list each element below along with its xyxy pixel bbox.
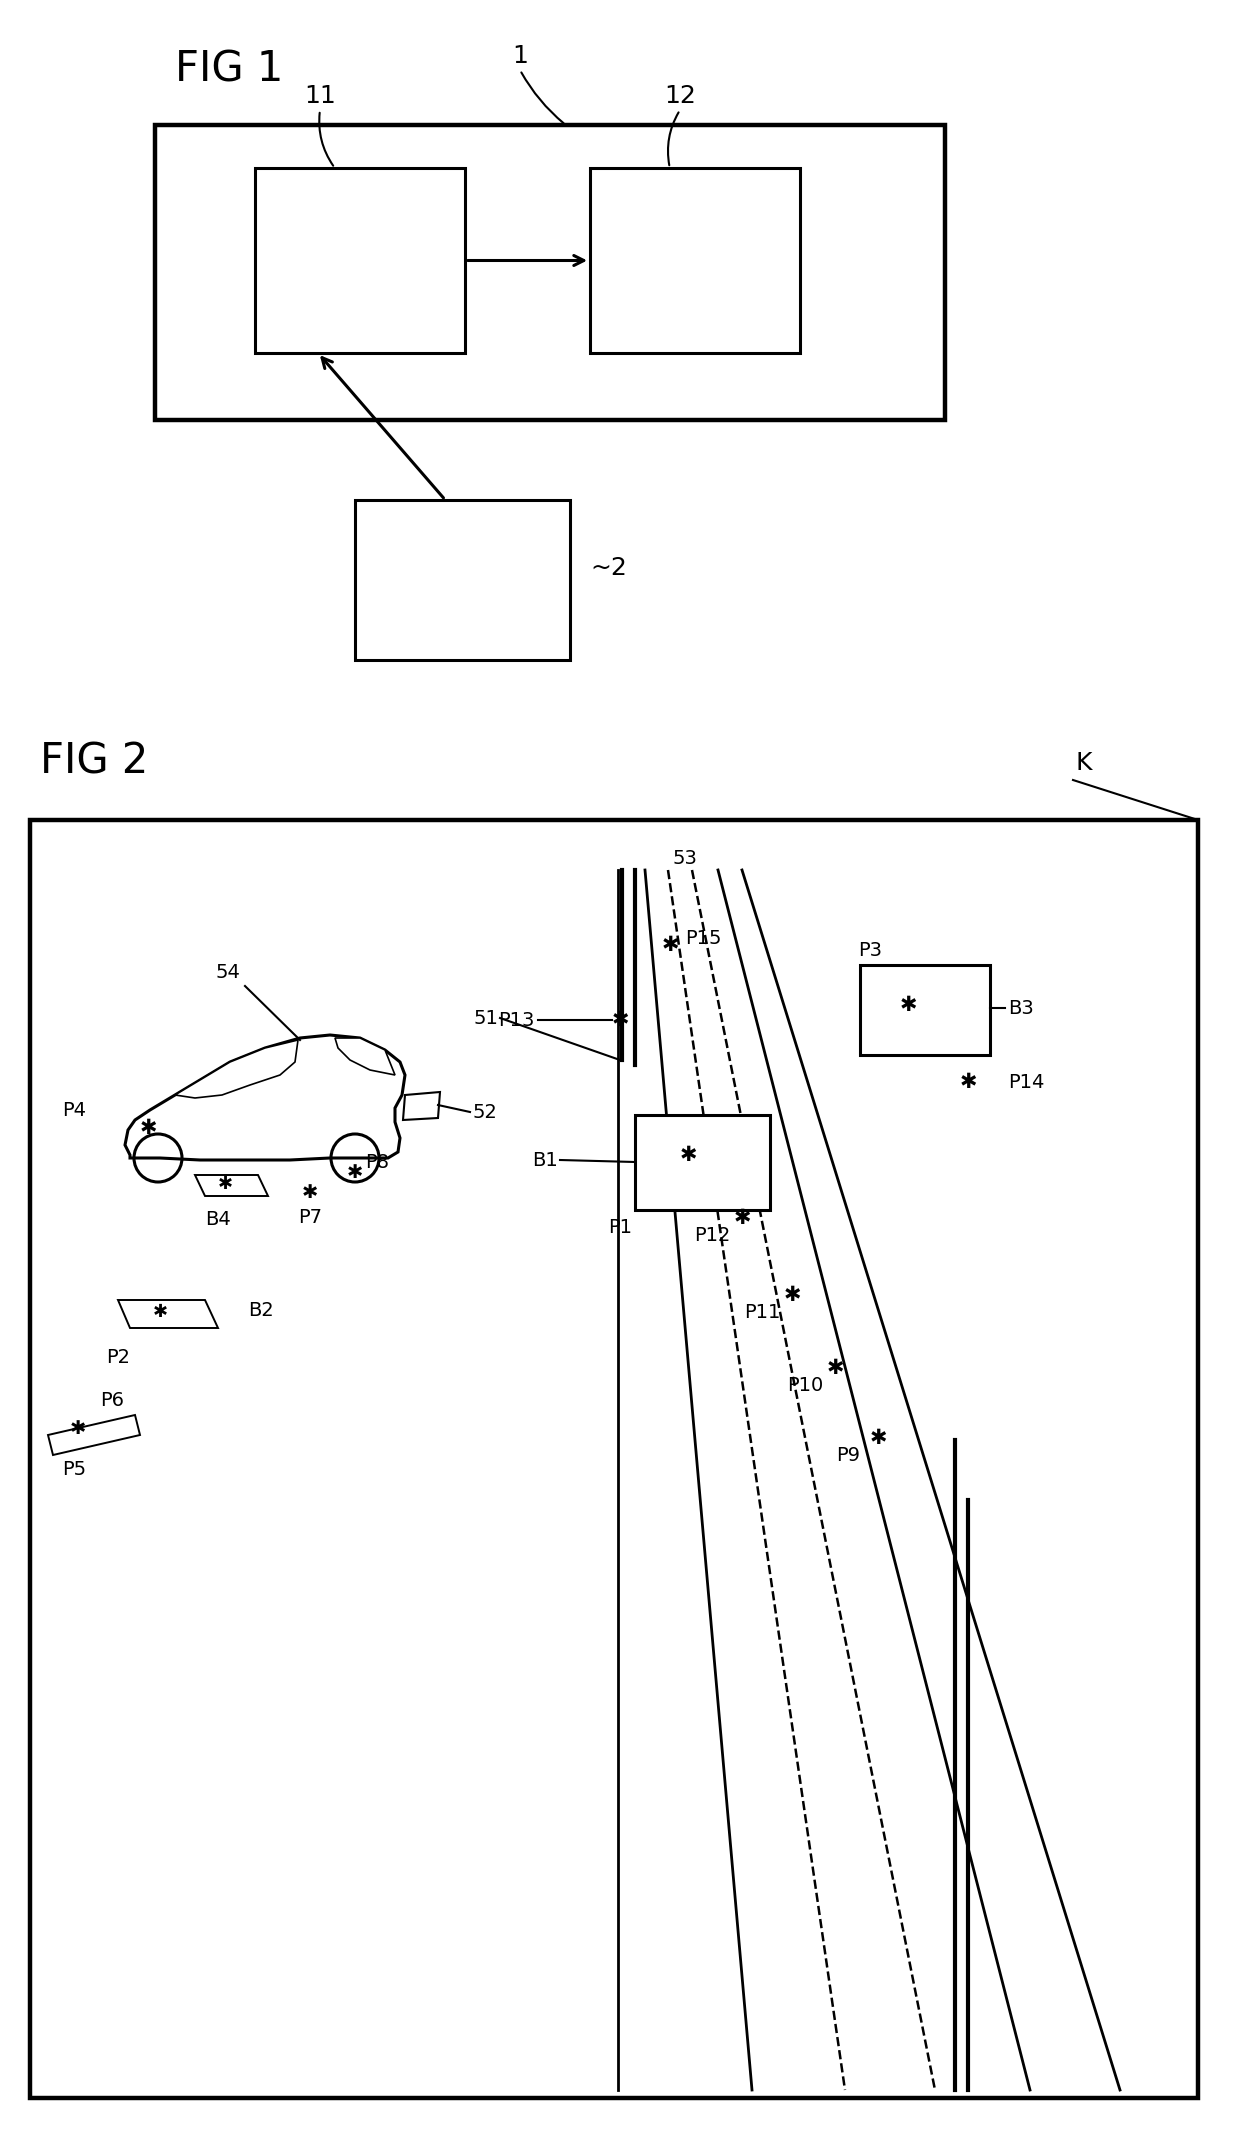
Text: ✱: ✱: [733, 1207, 750, 1229]
Text: P6: P6: [100, 1391, 124, 1410]
Text: P9: P9: [836, 1447, 861, 1466]
Text: ✱: ✱: [680, 1145, 697, 1165]
Text: ✱: ✱: [899, 996, 916, 1015]
Text: B2: B2: [248, 1301, 274, 1319]
Text: FIG 1: FIG 1: [175, 47, 284, 90]
Text: P7: P7: [298, 1207, 322, 1227]
Text: P13: P13: [498, 1011, 534, 1030]
Bar: [635, 1116, 770, 1210]
Bar: [155, 124, 945, 421]
Bar: [355, 500, 570, 660]
Bar: [861, 966, 990, 1056]
Text: P15: P15: [684, 927, 722, 947]
Text: 52: 52: [472, 1103, 497, 1122]
Bar: [255, 169, 465, 353]
Text: 51: 51: [474, 1009, 498, 1028]
Text: ✱: ✱: [69, 1419, 87, 1438]
Text: B4: B4: [205, 1210, 231, 1229]
Bar: [30, 821, 1198, 2099]
Text: P8: P8: [365, 1154, 389, 1173]
Text: ✱: ✱: [139, 1118, 156, 1139]
Text: P3: P3: [858, 940, 882, 960]
Polygon shape: [195, 1175, 268, 1197]
Polygon shape: [48, 1415, 140, 1455]
Text: ~2: ~2: [590, 556, 627, 579]
Text: ✱: ✱: [347, 1163, 363, 1182]
Text: P1: P1: [608, 1218, 632, 1237]
Text: B3: B3: [1008, 998, 1034, 1017]
Text: P12: P12: [694, 1227, 730, 1246]
Text: ✱: ✱: [784, 1284, 801, 1306]
Text: P4: P4: [62, 1101, 86, 1120]
Text: P2: P2: [105, 1348, 130, 1368]
Text: K: K: [1075, 750, 1091, 776]
Text: P5: P5: [62, 1460, 86, 1479]
Text: 12: 12: [665, 83, 696, 109]
Text: ✱: ✱: [153, 1304, 167, 1321]
Text: ✱: ✱: [661, 936, 678, 955]
Text: 11: 11: [304, 83, 336, 109]
Text: P11: P11: [744, 1304, 780, 1323]
Text: ✱: ✱: [826, 1357, 843, 1378]
Text: FIG 2: FIG 2: [40, 739, 149, 782]
Text: 54: 54: [216, 964, 241, 983]
Text: ✱: ✱: [611, 1011, 629, 1030]
Polygon shape: [175, 1041, 298, 1098]
Polygon shape: [335, 1039, 396, 1075]
Bar: [590, 169, 800, 353]
Text: ✱: ✱: [869, 1428, 887, 1449]
Text: P10: P10: [787, 1376, 823, 1395]
Text: B1: B1: [532, 1150, 558, 1169]
Polygon shape: [118, 1299, 218, 1327]
Polygon shape: [125, 1034, 405, 1160]
Text: ✱: ✱: [301, 1184, 319, 1203]
Text: P14: P14: [1008, 1073, 1044, 1092]
Text: ✱: ✱: [217, 1175, 233, 1192]
Text: ✱: ✱: [960, 1073, 977, 1092]
Text: 53: 53: [672, 848, 697, 868]
Text: 1: 1: [512, 45, 528, 68]
Polygon shape: [403, 1092, 440, 1120]
